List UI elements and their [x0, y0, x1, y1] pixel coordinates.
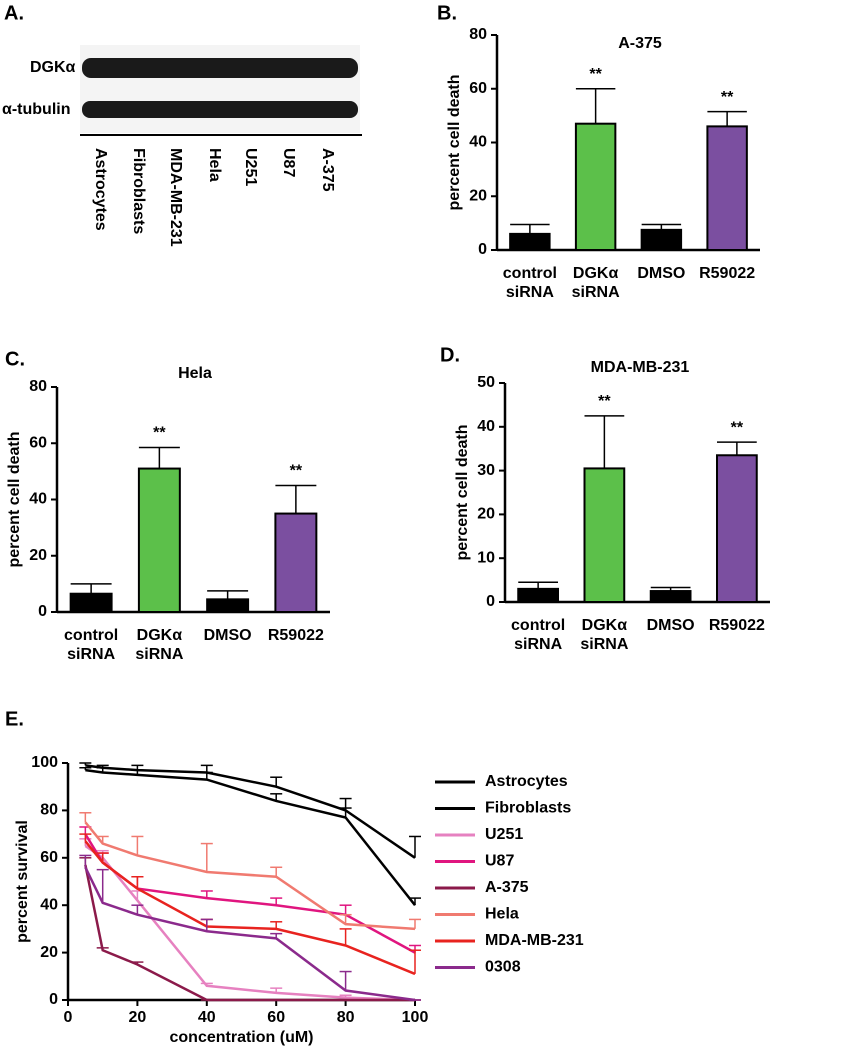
- annotation: **: [721, 89, 734, 106]
- y-tick-label: 60: [469, 80, 487, 97]
- series-line: [84, 844, 416, 1002]
- y-tick-label: 80: [40, 802, 58, 819]
- panel-label: C.: [5, 348, 25, 370]
- chart-title: Hela: [178, 365, 212, 382]
- annotation: **: [589, 66, 602, 83]
- y-axis-label: percent cell death: [446, 74, 463, 210]
- y-tick-label: 20: [40, 944, 58, 961]
- y-tick-label: 40: [477, 418, 495, 435]
- y-axis-label: percent survival: [14, 820, 31, 943]
- x-tick-label: DMSO: [637, 265, 685, 282]
- y-tick-label: 40: [29, 491, 47, 508]
- y-tick-label: 40: [469, 134, 487, 151]
- legend-label: 0308: [485, 959, 521, 976]
- series-line: [84, 821, 416, 931]
- x-tick-label: R59022: [699, 265, 755, 282]
- panel-label: A.: [4, 2, 24, 24]
- legend-label: U87: [485, 853, 514, 870]
- bar: [640, 228, 683, 251]
- legend-label: MDA-MB-231: [485, 932, 584, 949]
- bar: [706, 125, 748, 251]
- series-line: [85, 768, 416, 906]
- y-tick-label: 0: [486, 593, 495, 610]
- y-tick-label: 0: [49, 991, 58, 1008]
- series-line: [84, 840, 416, 976]
- x-tick-label: 0: [64, 1009, 73, 1026]
- y-tick-label: 60: [29, 434, 47, 451]
- lane-label: A-375: [319, 148, 336, 192]
- lane-label: U87: [280, 148, 297, 177]
- y-tick-label: 40: [40, 896, 58, 913]
- x-tick-label: DMSO: [204, 627, 252, 644]
- lane-label: Astrocytes: [92, 148, 109, 231]
- y-tick-label: 30: [477, 462, 495, 479]
- x-tick-label: R59022: [709, 617, 765, 634]
- lane-label: U251: [242, 148, 259, 186]
- x-tick-label: 80: [337, 1009, 355, 1026]
- blot-row-label: α-tubulin: [2, 101, 70, 118]
- x-tick-label: 40: [198, 1009, 216, 1026]
- chart-title: MDA-MB-231: [591, 359, 690, 376]
- x-tick-label: 20: [129, 1009, 147, 1026]
- bar: [137, 467, 181, 613]
- panel-label: D.: [440, 344, 460, 366]
- legend-label: U251: [485, 826, 523, 843]
- y-tick-label: 80: [469, 26, 487, 43]
- bar: [716, 454, 758, 603]
- annotation: **: [598, 393, 611, 410]
- y-tick-label: 0: [38, 603, 47, 620]
- y-tick-label: 20: [29, 547, 47, 564]
- legend-label: Fibroblasts: [485, 800, 571, 817]
- blot-image: [80, 45, 362, 136]
- bar: [517, 587, 559, 603]
- y-axis-label: percent cell death: [6, 431, 23, 567]
- series-line: [84, 866, 416, 1002]
- bar: [509, 232, 551, 251]
- bar: [583, 467, 626, 603]
- lane-label: Fibroblasts: [130, 148, 147, 234]
- panel-label: E.: [5, 708, 24, 730]
- legend-label: Hela: [485, 906, 519, 923]
- lane-label: MDA-MB-231: [167, 148, 184, 247]
- series-line: [84, 864, 415, 1002]
- bar: [206, 598, 250, 613]
- annotation: **: [153, 425, 166, 442]
- y-tick-label: 60: [40, 849, 58, 866]
- x-tick-label: control siRNA: [511, 617, 565, 653]
- y-tick-label: 20: [469, 187, 487, 204]
- x-tick-label: DMSO: [647, 617, 695, 634]
- x-tick-label: DGKα siRNA: [580, 617, 628, 653]
- chart-title: A-375: [618, 35, 662, 52]
- y-tick-label: 10: [477, 549, 495, 566]
- y-axis-label: percent cell death: [454, 424, 471, 560]
- x-axis-label: concentration (uM): [170, 1029, 314, 1046]
- x-tick-label: control siRNA: [64, 627, 118, 663]
- x-tick-label: DGKα siRNA: [135, 627, 183, 663]
- y-tick-label: 20: [477, 506, 495, 523]
- x-tick-label: control siRNA: [503, 265, 557, 301]
- y-tick-label: 80: [29, 378, 47, 395]
- panel-label: B.: [437, 2, 457, 24]
- bar: [574, 122, 617, 251]
- bar: [274, 512, 318, 613]
- annotation: **: [731, 419, 744, 436]
- bar: [69, 592, 113, 613]
- annotation: **: [290, 463, 303, 480]
- x-tick-label: DGKα siRNA: [572, 265, 620, 301]
- y-tick-label: 100: [31, 754, 58, 771]
- blot-row-label: DGKα: [30, 59, 76, 76]
- x-tick-label: R59022: [268, 627, 324, 644]
- bar: [649, 590, 692, 603]
- y-tick-label: 50: [477, 374, 495, 391]
- x-tick-label: 60: [267, 1009, 285, 1026]
- legend-label: A-375: [485, 879, 529, 896]
- legend-label: Astrocytes: [485, 773, 568, 790]
- lane-label: Hela: [206, 148, 223, 182]
- x-tick-label: 100: [402, 1009, 429, 1026]
- y-tick-label: 0: [478, 241, 487, 258]
